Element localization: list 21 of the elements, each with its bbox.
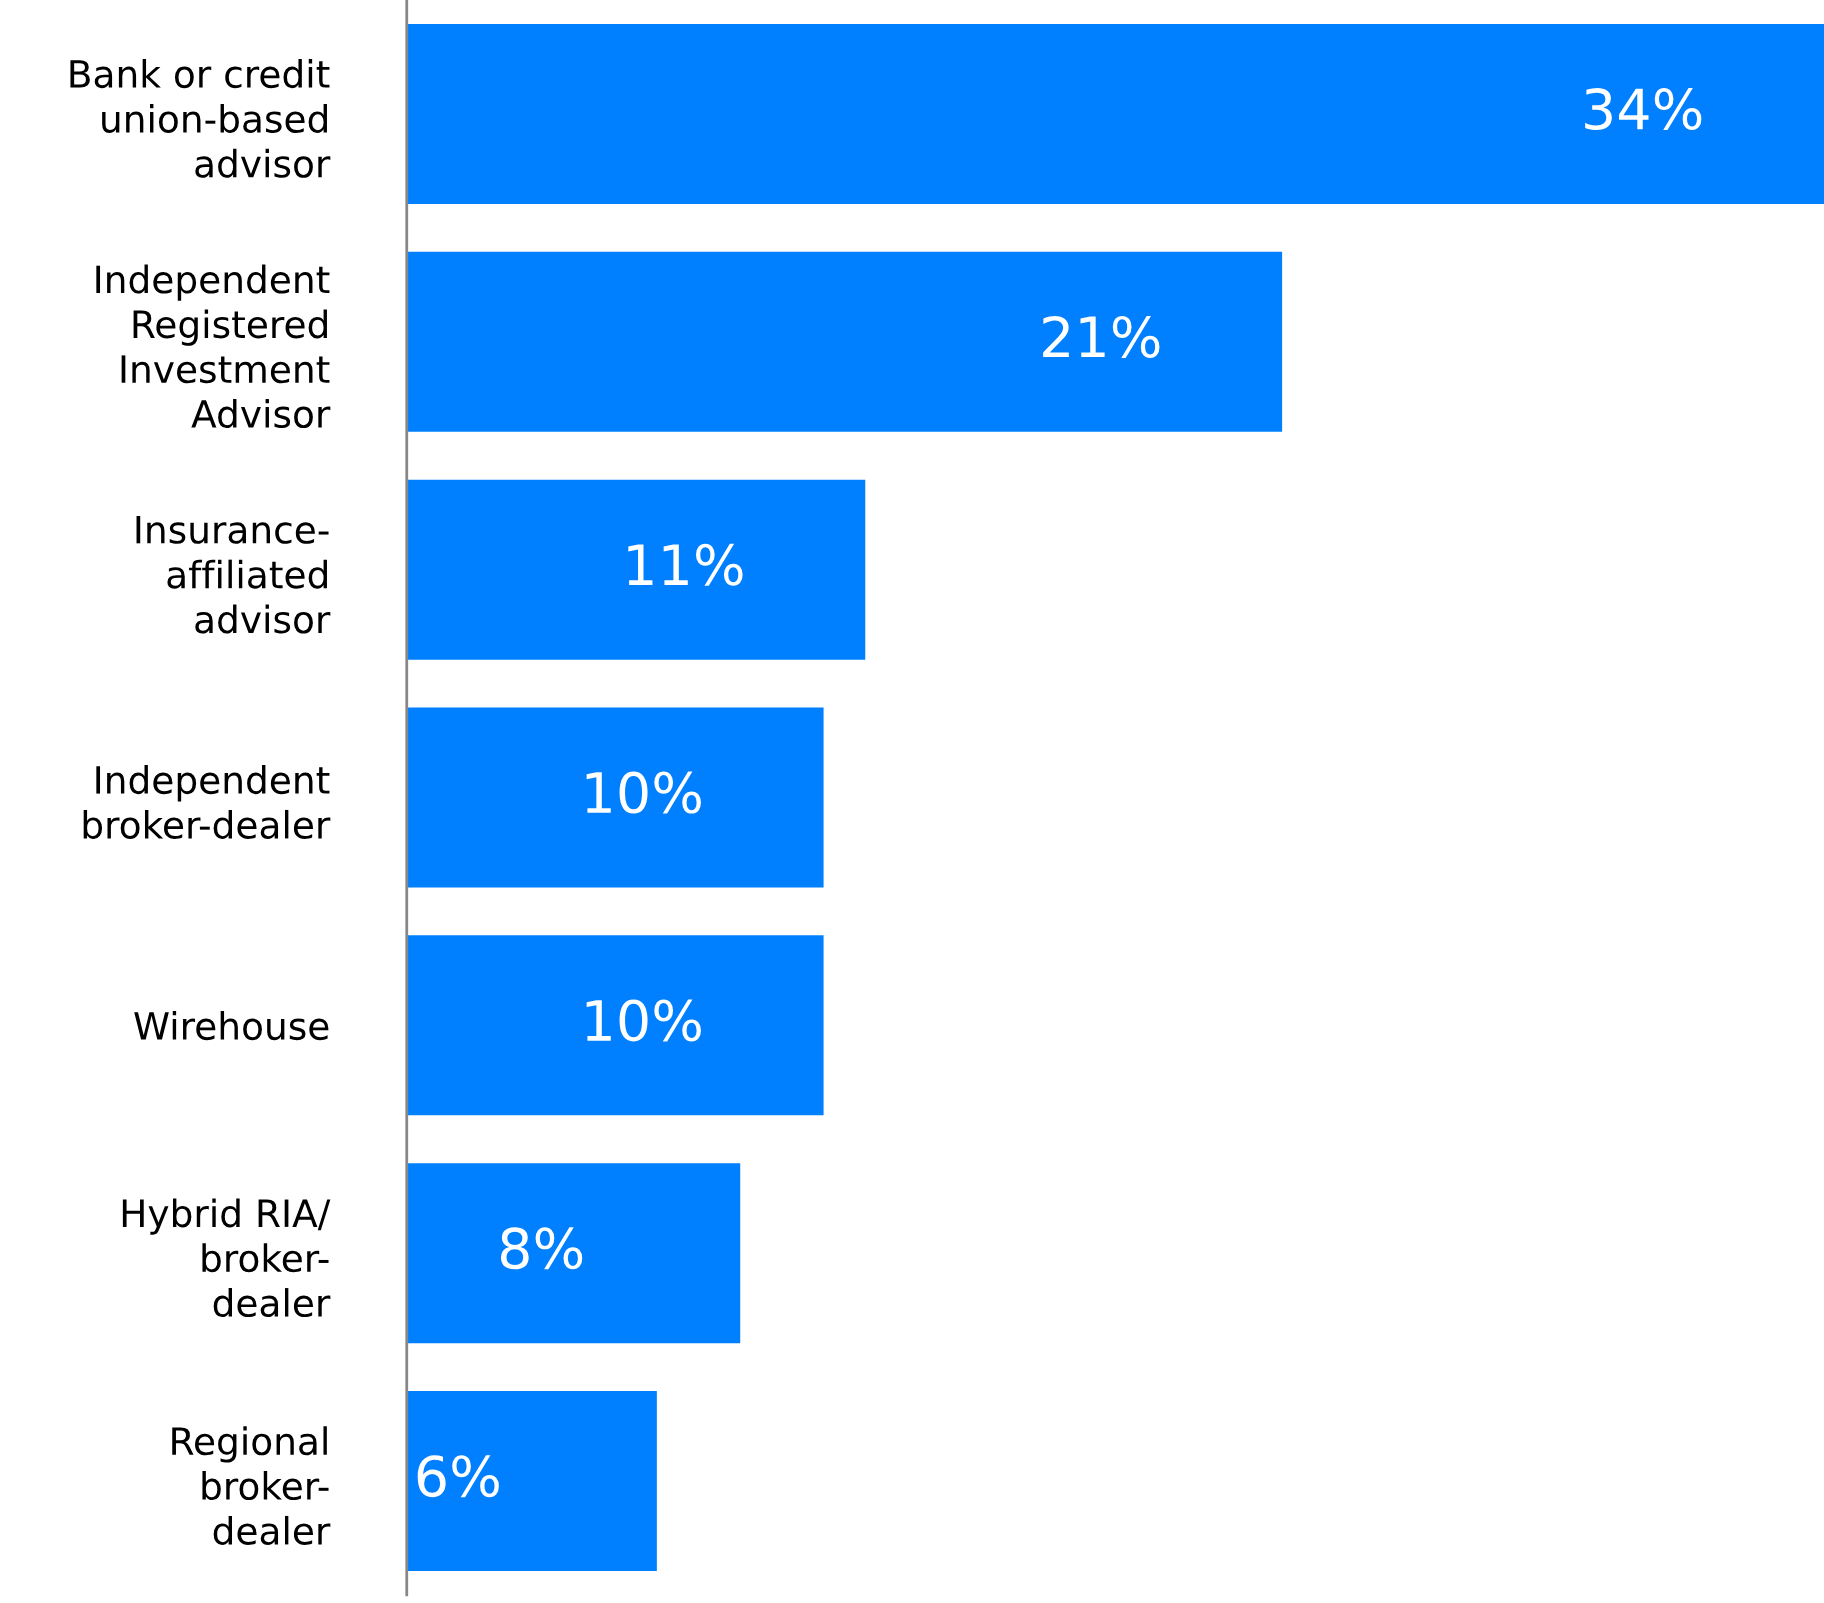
data-label: 10%	[586, 999, 701, 1042]
y-tick-label: Independent broker-dealer	[83, 765, 331, 839]
y-tick-label: Independent Registered Investment Advisor	[96, 264, 331, 429]
data-label: 11%	[628, 543, 743, 586]
data-label: 21%	[1043, 315, 1160, 358]
y-tick-label: Insurance- affiliated advisor	[136, 515, 331, 634]
bar	[406, 707, 824, 888]
y-tick-label: Wirehouse	[134, 1011, 329, 1041]
bar	[406, 1391, 657, 1572]
y-tick-label: Regional broker- dealer	[172, 1426, 331, 1545]
data-label: 8%	[500, 1227, 583, 1270]
bar	[406, 251, 1283, 432]
data-label: 10%	[586, 771, 701, 814]
bar	[406, 935, 824, 1116]
bar	[406, 479, 866, 660]
data-label: 6%	[417, 1455, 499, 1498]
y-tick-label: Hybrid RIA/ broker- dealer	[122, 1198, 331, 1318]
bar	[406, 1163, 741, 1344]
bar	[406, 23, 1824, 204]
data-label: 34%	[1585, 88, 1702, 131]
y-tick-label: Bank or credit union-based advisor	[70, 59, 331, 178]
